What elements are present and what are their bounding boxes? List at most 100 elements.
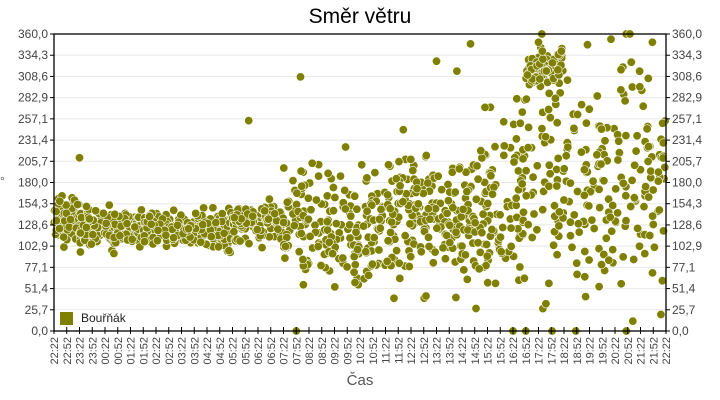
data-point xyxy=(499,141,509,151)
data-point xyxy=(383,236,393,246)
data-point xyxy=(506,241,516,251)
data-point xyxy=(483,278,493,288)
x-tick-label: 02:52 xyxy=(164,337,176,365)
data-point xyxy=(592,91,602,101)
data-point xyxy=(437,185,447,195)
data-point xyxy=(431,56,441,66)
data-point xyxy=(84,214,94,224)
data-point xyxy=(440,254,450,264)
data-point xyxy=(527,233,537,243)
data-point xyxy=(296,229,306,239)
data-point xyxy=(633,223,643,233)
data-point xyxy=(533,37,543,47)
y-tick-label-right: 334,3 xyxy=(672,48,702,62)
data-point xyxy=(361,247,371,257)
data-point xyxy=(376,204,386,214)
data-point xyxy=(298,255,308,265)
data-point xyxy=(281,241,291,251)
data-point xyxy=(553,65,563,75)
data-point xyxy=(569,210,579,220)
data-point xyxy=(423,232,433,242)
x-tick-label: 16:22 xyxy=(508,337,520,365)
data-point xyxy=(614,148,624,158)
data-point xyxy=(483,199,493,209)
data-point xyxy=(621,191,631,201)
data-point xyxy=(629,255,639,265)
x-tick-label: 04:52 xyxy=(215,337,227,365)
data-point xyxy=(654,205,664,215)
data-point xyxy=(641,182,651,192)
data-point xyxy=(486,171,496,181)
data-point xyxy=(98,208,108,218)
data-point xyxy=(297,181,307,191)
data-point xyxy=(391,174,401,184)
data-point xyxy=(621,216,631,226)
x-tick-label: 13:52 xyxy=(444,337,456,365)
data-point xyxy=(604,194,614,204)
data-point xyxy=(457,241,467,251)
data-point xyxy=(477,228,487,238)
data-point xyxy=(395,181,405,191)
data-point xyxy=(552,250,562,260)
data-point xyxy=(495,232,505,242)
data-point xyxy=(198,220,208,230)
data-point xyxy=(604,255,614,265)
data-point xyxy=(101,218,111,228)
data-point xyxy=(544,181,554,191)
data-point xyxy=(572,258,582,268)
y-tick-label: 282,9 xyxy=(18,91,48,105)
data-point xyxy=(649,242,659,252)
data-point xyxy=(398,125,408,135)
data-point xyxy=(406,252,416,262)
data-point xyxy=(635,82,645,92)
y-tick-label: 334,3 xyxy=(18,48,48,62)
data-point xyxy=(152,236,162,246)
x-tick-label: 02:22 xyxy=(151,337,163,365)
data-point xyxy=(122,219,132,229)
data-point xyxy=(110,209,120,219)
data-point xyxy=(330,193,340,203)
data-point xyxy=(541,299,551,309)
data-point xyxy=(611,184,621,194)
data-point xyxy=(616,85,626,95)
data-point xyxy=(341,142,351,152)
y-axis-left: 0,0 25,7 51,4 77,1 102,9 128,6 154,3 180,0 205,7… xyxy=(18,27,54,338)
y-tick-label-right: 257,1 xyxy=(672,112,702,126)
data-point xyxy=(296,166,306,176)
data-point xyxy=(632,131,642,141)
data-point xyxy=(517,179,527,189)
data-point xyxy=(565,231,575,241)
y-tick-label: 154,3 xyxy=(18,197,48,211)
data-point xyxy=(374,214,384,224)
data-point xyxy=(523,143,533,153)
data-point xyxy=(383,160,393,170)
data-point xyxy=(206,232,216,242)
data-point xyxy=(648,185,658,195)
data-point xyxy=(367,259,377,269)
x-tick-label: 00:52 xyxy=(113,337,125,365)
x-tick-label: 00:22 xyxy=(100,337,112,365)
data-point xyxy=(127,234,137,244)
y-tick-label-right: 360,0 xyxy=(672,27,702,41)
data-point xyxy=(313,242,323,252)
y-tick-label: 231,4 xyxy=(18,133,48,147)
data-point xyxy=(352,204,362,214)
data-point xyxy=(511,193,521,203)
data-point xyxy=(169,205,179,215)
data-point xyxy=(359,221,369,231)
chart-title: Směr větru xyxy=(308,5,412,28)
data-point xyxy=(584,255,594,265)
data-point xyxy=(648,220,658,230)
data-point xyxy=(292,188,302,198)
data-point xyxy=(305,231,315,241)
data-point xyxy=(572,269,582,279)
data-point xyxy=(75,247,85,257)
data-point xyxy=(577,100,587,110)
data-point xyxy=(569,123,579,133)
data-point xyxy=(552,118,562,128)
data-point xyxy=(599,176,609,186)
x-tick-label: 07:22 xyxy=(279,337,291,365)
data-point xyxy=(647,37,657,47)
data-point xyxy=(244,116,254,126)
data-point xyxy=(145,212,155,222)
